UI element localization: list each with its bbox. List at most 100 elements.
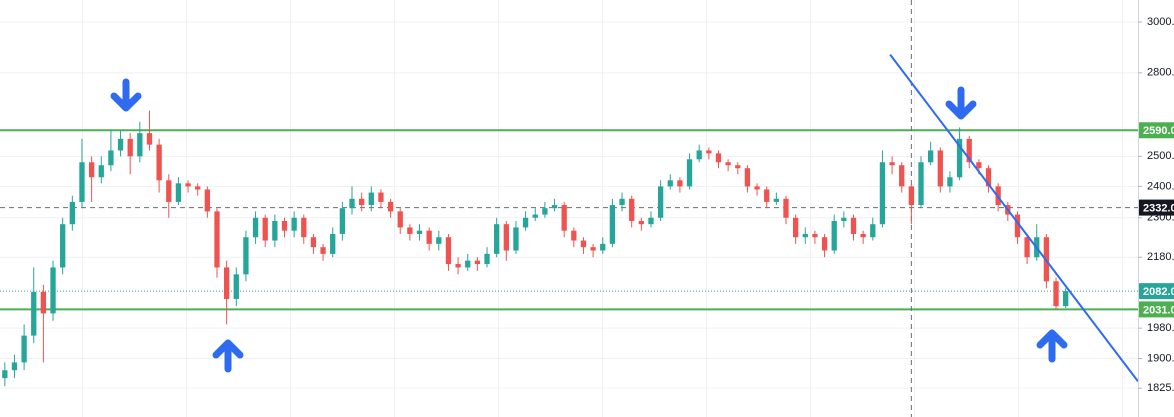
candle-body xyxy=(416,230,423,234)
candle-body xyxy=(947,177,953,187)
candle-body xyxy=(580,240,587,248)
candle-body xyxy=(387,201,394,212)
candle-body xyxy=(956,138,963,178)
candle-body xyxy=(522,217,529,228)
candle-body xyxy=(812,233,818,238)
trendline-layer xyxy=(889,54,1139,382)
candle-body xyxy=(764,189,770,202)
candle-body xyxy=(127,138,133,157)
candle-body xyxy=(783,198,789,218)
candle-body xyxy=(88,162,95,178)
grid xyxy=(0,21,1138,389)
candle-body xyxy=(185,183,191,187)
candle-body xyxy=(686,159,693,187)
candle-body xyxy=(985,168,992,187)
candle-body xyxy=(368,192,374,206)
price-label-box xyxy=(1139,301,1174,318)
candle-body xyxy=(281,220,288,231)
candle-body xyxy=(397,211,403,228)
candle-body xyxy=(320,247,326,254)
candle-body xyxy=(243,237,249,275)
candle-body xyxy=(301,217,307,238)
down-arrow xyxy=(945,86,977,120)
candle-body xyxy=(600,243,606,251)
candle-body xyxy=(928,150,934,163)
candle-body xyxy=(629,198,635,221)
annotation-arrows xyxy=(110,78,1068,373)
candle-body xyxy=(918,162,924,206)
candle-body xyxy=(513,227,519,251)
price-label-box xyxy=(1139,122,1174,139)
crosshair-label: 2332.00 xyxy=(1143,202,1174,214)
price-label-box xyxy=(1139,283,1174,300)
candle-body xyxy=(484,253,490,265)
candle-body xyxy=(773,198,779,202)
candle-body xyxy=(860,233,866,238)
candle-body xyxy=(426,230,432,244)
candle-body xyxy=(214,211,220,268)
trendline xyxy=(889,54,1139,382)
candle-body xyxy=(291,217,297,231)
y-tick-label: 2400.00 xyxy=(1147,180,1174,192)
candle-body xyxy=(696,150,702,160)
candle-body xyxy=(609,205,616,244)
candle-body xyxy=(792,217,799,238)
candle-body xyxy=(590,247,596,251)
candle-body xyxy=(310,237,317,248)
candle-body xyxy=(725,162,731,166)
candle-body xyxy=(50,267,56,314)
candle-body xyxy=(889,162,895,166)
candle-body xyxy=(349,198,355,209)
candle-body xyxy=(31,291,37,336)
candle-body xyxy=(976,162,982,169)
candle-body xyxy=(79,162,85,202)
candle-body xyxy=(1063,291,1069,307)
candle-body xyxy=(735,165,741,169)
y-tick-label: 2800.00 xyxy=(1147,67,1174,79)
candle-body xyxy=(715,153,722,163)
candle-body xyxy=(571,230,577,241)
price-label: 2082.00 xyxy=(1143,286,1174,298)
price-lines xyxy=(0,0,1138,417)
y-tick-label: 1980.00 xyxy=(1147,322,1174,334)
candle-body xyxy=(1014,214,1021,238)
candle-body xyxy=(831,220,837,251)
candle-body xyxy=(2,370,8,379)
candle-body xyxy=(474,260,481,265)
price-label: 2590.00 xyxy=(1143,125,1174,137)
candle-body xyxy=(146,133,153,145)
candle-body xyxy=(69,201,75,225)
candle-body xyxy=(339,208,346,234)
y-tick-label: 1825.00 xyxy=(1147,382,1174,394)
candle-body xyxy=(156,144,162,181)
candle-body xyxy=(204,189,210,212)
up-arrow xyxy=(1036,329,1068,363)
y-tick-label: 3000.00 xyxy=(1147,16,1174,28)
candle-body xyxy=(175,183,182,202)
candle-body xyxy=(60,224,66,268)
candle-body xyxy=(166,180,172,202)
candle-body xyxy=(937,150,943,187)
y-tick-label: 1900.00 xyxy=(1147,352,1174,364)
candle-body xyxy=(532,214,538,218)
candle-body xyxy=(137,133,143,157)
candle-body xyxy=(436,237,442,244)
candle-body xyxy=(648,217,654,225)
plot-background xyxy=(0,0,1138,417)
candle-body xyxy=(11,362,18,371)
candle-body xyxy=(744,168,751,187)
candle-body xyxy=(455,264,461,268)
candle-body xyxy=(1024,237,1030,258)
candle-body xyxy=(445,237,452,265)
candle-body xyxy=(908,186,915,206)
candle-body xyxy=(802,233,808,238)
candle-body xyxy=(98,165,104,178)
down-arrow xyxy=(110,78,142,112)
candle-body xyxy=(754,186,760,190)
candle-body xyxy=(551,205,558,209)
candle-body xyxy=(262,217,268,241)
candle-body xyxy=(821,237,828,251)
candle-body xyxy=(21,335,27,363)
